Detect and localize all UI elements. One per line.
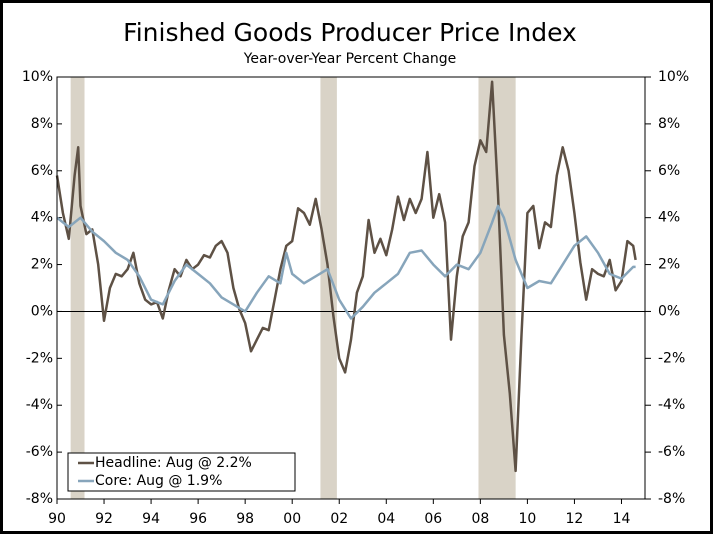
series-line <box>56 204 636 320</box>
y-tick-label: 4% <box>31 210 53 226</box>
x-tick-label: 14 <box>613 511 631 527</box>
y2-tick-label: 2% <box>658 257 680 273</box>
legend-box <box>67 452 296 492</box>
x-tick-label: 96 <box>189 511 207 527</box>
y2-tick-label: 0% <box>658 303 680 319</box>
x-tick-label: 08 <box>471 511 489 527</box>
legend-label: Headline: Aug @ 2.2% <box>95 455 252 471</box>
x-tick-label: 98 <box>236 511 254 527</box>
x-tick-label: 00 <box>283 511 301 527</box>
y-tick-label: -2% <box>26 350 53 366</box>
recession-band <box>320 77 337 499</box>
x-tick-label: 02 <box>330 511 348 527</box>
x-tick-label: 04 <box>377 511 395 527</box>
x-tick-label: 06 <box>424 511 442 527</box>
y2-tick-label: -6% <box>658 444 685 460</box>
y-tick-label: 10% <box>22 69 53 85</box>
chart-subtitle: Year-over-Year Percent Change <box>243 51 457 67</box>
y-tick-label: 2% <box>31 257 53 273</box>
y2-tick-label: -8% <box>658 491 685 507</box>
x-tick-label: 12 <box>566 511 584 527</box>
y-tick-label: -4% <box>26 397 53 413</box>
chart-title: Finished Goods Producer Price Index <box>123 18 577 47</box>
recession-band <box>70 77 85 499</box>
x-tick-label: 92 <box>95 511 113 527</box>
y-tick-label: 0% <box>31 303 53 319</box>
plot-border <box>56 76 646 500</box>
y2-tick-label: 6% <box>658 163 680 179</box>
y-tick-label: 6% <box>31 163 53 179</box>
y2-tick-label: 8% <box>658 116 680 132</box>
recession-band <box>478 77 516 499</box>
y2-tick-label: -2% <box>658 350 685 366</box>
y-tick-label: -6% <box>26 444 53 460</box>
y2-tick-label: 10% <box>658 69 689 85</box>
x-tick-label: 94 <box>142 511 160 527</box>
y-tick-label: -8% <box>26 491 53 507</box>
y-tick-label: 8% <box>31 116 53 132</box>
legend-label: Core: Aug @ 1.9% <box>95 473 222 489</box>
series-line <box>55 80 637 473</box>
x-tick-label: 90 <box>48 511 66 527</box>
y2-tick-label: 4% <box>658 210 680 226</box>
y2-tick-label: -4% <box>658 397 685 413</box>
x-tick-label: 10 <box>518 511 536 527</box>
